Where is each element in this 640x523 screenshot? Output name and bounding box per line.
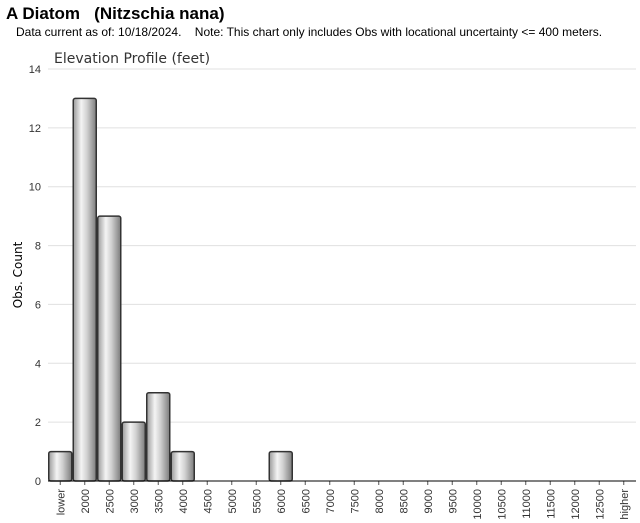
y-tick-label: 10 (29, 182, 41, 194)
x-tick-label: 10500 (496, 489, 508, 520)
y-tick-label: 2 (35, 417, 41, 429)
bar-lower (48, 450, 73, 482)
x-tick-label: higher (619, 489, 631, 520)
x-tick-label: lower (55, 489, 67, 516)
x-tick-label: 5500 (251, 489, 263, 513)
chart-title: Elevation Profile (feet) (54, 51, 210, 67)
bar-6000 (268, 450, 293, 482)
x-tick-label: 8500 (398, 489, 410, 513)
x-tick-label: 9500 (447, 489, 459, 513)
bar-3000 (121, 421, 146, 482)
x-tick-label: 11000 (521, 489, 533, 519)
x-tick-label: 12500 (594, 489, 606, 520)
x-tick-label: 4000 (178, 489, 190, 513)
y-tick-label: 0 (35, 476, 41, 488)
x-tick-label: 6500 (300, 489, 312, 513)
y-tick-label: 12 (29, 123, 41, 135)
bar-4000 (170, 450, 195, 482)
bars (48, 97, 293, 482)
bar-2500 (97, 215, 122, 482)
x-tick-label: 3000 (129, 489, 141, 513)
x-tick-label: 10000 (472, 489, 484, 520)
data-note: Data current as of: 10/18/2024. Note: Th… (16, 25, 603, 39)
bar-2000 (72, 97, 97, 482)
x-tick-label: 11500 (545, 489, 557, 519)
y-tick-label: 14 (29, 64, 41, 76)
x-tick-label: 2500 (104, 489, 116, 513)
grid-lines (48, 68, 636, 423)
x-tick-label: 7500 (349, 489, 361, 513)
x-axis-ticks: lower 2000 2500 3000 3500 4000 4500 5000 5500 600… (55, 481, 631, 520)
page-title: A Diatom (Nitzschia nana) (6, 4, 225, 23)
x-tick-label: 12000 (570, 489, 582, 520)
x-tick-label: 7000 (325, 489, 337, 513)
y-axis-label: Obs. Count (11, 241, 25, 308)
x-tick-label: 4500 (202, 489, 214, 513)
x-tick-label: 2000 (80, 489, 92, 513)
y-tick-label: 6 (35, 299, 41, 311)
y-tick-label: 4 (35, 358, 41, 370)
x-tick-label: 8000 (374, 489, 386, 513)
y-tick-label: 8 (35, 241, 41, 253)
x-tick-label: 6000 (276, 489, 288, 513)
x-tick-label: 3500 (153, 489, 165, 513)
bar-3500 (146, 391, 171, 482)
y-axis-ticks: 0 2 4 6 8 10 12 14 (29, 64, 41, 488)
x-tick-label: 5000 (227, 489, 239, 513)
x-tick-label: 9000 (423, 489, 435, 513)
